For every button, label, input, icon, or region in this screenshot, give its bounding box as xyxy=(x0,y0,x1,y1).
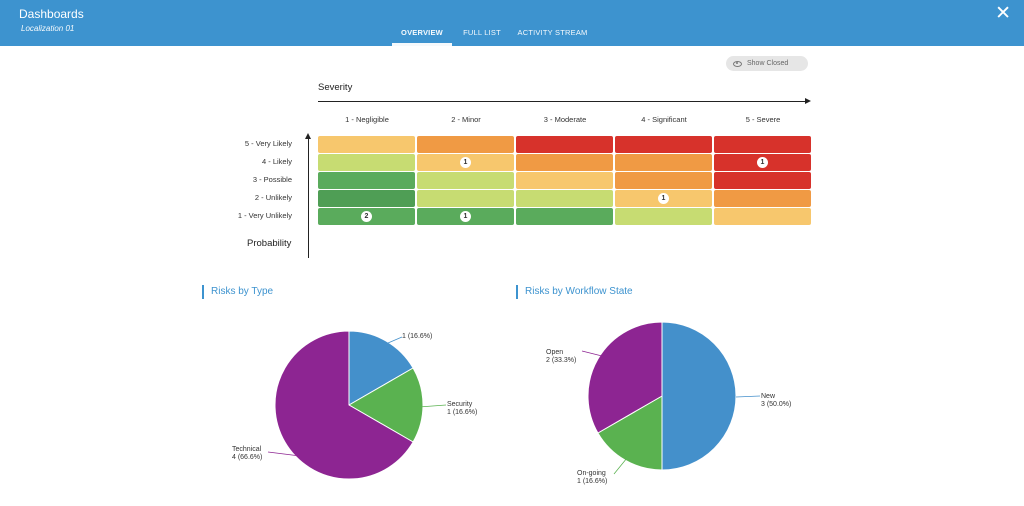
risk-matrix-cell[interactable] xyxy=(516,136,613,153)
risk-matrix-cell[interactable] xyxy=(318,172,415,189)
type-slice-technical-value: 4 (66.6%) xyxy=(232,454,263,461)
type-slice-technical[interactable] xyxy=(274,330,414,480)
severity-level-label: 5 - Severe xyxy=(745,115,781,124)
risk-matrix-cell[interactable] xyxy=(516,190,613,207)
tab-activity-stream[interactable]: ACTIVITY STREAM xyxy=(517,28,588,37)
probability-axis-arrow xyxy=(305,133,311,258)
probability-axis-title: Probability xyxy=(247,238,292,249)
risk-matrix-cell[interactable] xyxy=(714,190,811,207)
severity-level-label: 4 - Significant xyxy=(641,115,687,124)
risks-by-type-title: Risks by Type xyxy=(202,285,273,299)
risk-matrix-cell[interactable]: 1 xyxy=(417,208,514,225)
risk-matrix-cell[interactable] xyxy=(714,172,811,189)
show-closed-label: Show Closed xyxy=(747,60,789,67)
risks-by-workflow-pie xyxy=(587,321,737,471)
probability-level-label: 4 - Likely xyxy=(261,157,292,166)
workflow-slice-ongoing-name: On-going xyxy=(577,470,606,477)
risk-matrix-cell[interactable] xyxy=(714,208,811,225)
risk-matrix-cell[interactable] xyxy=(318,190,415,207)
workflow-slice-new-value: 3 (50.0%) xyxy=(761,401,792,408)
probability-level-label: 3 - Possible xyxy=(252,175,292,184)
risk-matrix-cell[interactable]: 1 xyxy=(714,154,811,171)
severity-axis-arrow xyxy=(318,98,811,104)
type-slice-label-1: 1 (16.6%) xyxy=(402,333,432,341)
severity-level-label: 3 - Moderate xyxy=(543,115,587,124)
risk-matrix-cell[interactable]: 1 xyxy=(615,190,712,207)
pie-leader-line xyxy=(387,336,403,344)
type-slice-unnamed[interactable] xyxy=(348,330,414,406)
type-slice-label-security: Security 1 (16.6%) xyxy=(447,401,477,417)
risk-matrix-cell[interactable] xyxy=(615,208,712,225)
type-slice-security-value: 1 (16.6%) xyxy=(447,409,478,416)
show-closed-toggle[interactable]: Show Closed xyxy=(726,56,808,71)
severity-level-label: 2 - Minor xyxy=(451,115,481,124)
risk-matrix-cell[interactable] xyxy=(318,136,415,153)
risk-count-badge: 1 xyxy=(460,157,471,168)
tab-overview[interactable]: OVERVIEW xyxy=(392,20,452,46)
type-slice-technical-name: Technical xyxy=(232,446,262,453)
risk-matrix-cell[interactable] xyxy=(318,154,415,171)
risks-by-type-pie xyxy=(274,330,424,480)
workflow-slice-ongoing-value: 1 (16.6%) xyxy=(577,478,608,485)
risk-matrix-cell[interactable] xyxy=(516,208,613,225)
workflow-slice-open[interactable] xyxy=(587,321,663,434)
severity-axis-title: Severity xyxy=(318,82,353,93)
risk-matrix-cell[interactable] xyxy=(516,172,613,189)
severity-level-label: 1 - Negligible xyxy=(345,115,389,124)
close-icon[interactable]: ✕ xyxy=(995,3,1011,24)
risk-count-badge: 1 xyxy=(460,211,471,222)
type-slice-security[interactable] xyxy=(347,367,424,443)
risk-matrix-cell[interactable] xyxy=(714,136,811,153)
type-slice-1-value: 1 (16.6%) xyxy=(402,333,433,340)
page-subtitle: Localization 01 xyxy=(21,24,75,33)
eye-icon xyxy=(733,60,742,67)
pie-leader-line xyxy=(267,451,301,457)
workflow-slice-new-name: New xyxy=(761,393,776,400)
probability-level-label: 2 - Unlikely xyxy=(254,193,292,202)
risk-matrix-cell[interactable] xyxy=(615,154,712,171)
risk-matrix-cell[interactable] xyxy=(417,172,514,189)
type-slice-security-name: Security xyxy=(447,401,473,408)
risk-matrix-cell[interactable]: 1 xyxy=(417,154,514,171)
risks-by-workflow-title: Risks by Workflow State xyxy=(516,285,633,299)
workflow-slice-label-new: New 3 (50.0%) xyxy=(761,393,791,409)
workflow-slice-open-value: 2 (33.3%) xyxy=(546,357,577,364)
risk-count-badge: 1 xyxy=(757,157,768,168)
tab-full-list[interactable]: FULL LIST xyxy=(463,28,501,37)
pie-leader-line xyxy=(613,457,628,475)
workflow-slice-label-open: Open 2 (33.3%) xyxy=(546,349,576,365)
pie-leader-line xyxy=(735,395,761,398)
risk-matrix-cell[interactable] xyxy=(615,172,712,189)
type-slice-label-technical: Technical 4 (66.6%) xyxy=(232,446,262,462)
risk-count-badge: 2 xyxy=(361,211,372,222)
pie-leader-line xyxy=(418,404,447,408)
tab-bar: OVERVIEW FULL LIST ACTIVITY STREAM xyxy=(392,20,595,46)
risk-matrix-cell[interactable] xyxy=(417,190,514,207)
dashboard-header: Dashboards Localization 01 OVERVIEW FULL… xyxy=(0,0,1024,46)
probability-level-label: 1 - Very Unlikely xyxy=(237,211,292,220)
page-title: Dashboards xyxy=(19,7,84,21)
workflow-slice-open-name: Open xyxy=(546,349,564,356)
pie-leader-lines xyxy=(267,336,761,475)
risk-matrix-cell[interactable] xyxy=(417,136,514,153)
probability-level-label: 5 - Very Likely xyxy=(244,139,292,148)
workflow-slice-label-ongoing: On-going 1 (16.6%) xyxy=(577,470,607,486)
workflow-slice-new[interactable] xyxy=(661,321,737,471)
risk-count-badge: 1 xyxy=(658,193,669,204)
pie-leader-line xyxy=(581,350,603,357)
risk-matrix-cell[interactable] xyxy=(615,136,712,153)
risk-matrix-cell[interactable] xyxy=(516,154,613,171)
risk-matrix-cell[interactable]: 2 xyxy=(318,208,415,225)
